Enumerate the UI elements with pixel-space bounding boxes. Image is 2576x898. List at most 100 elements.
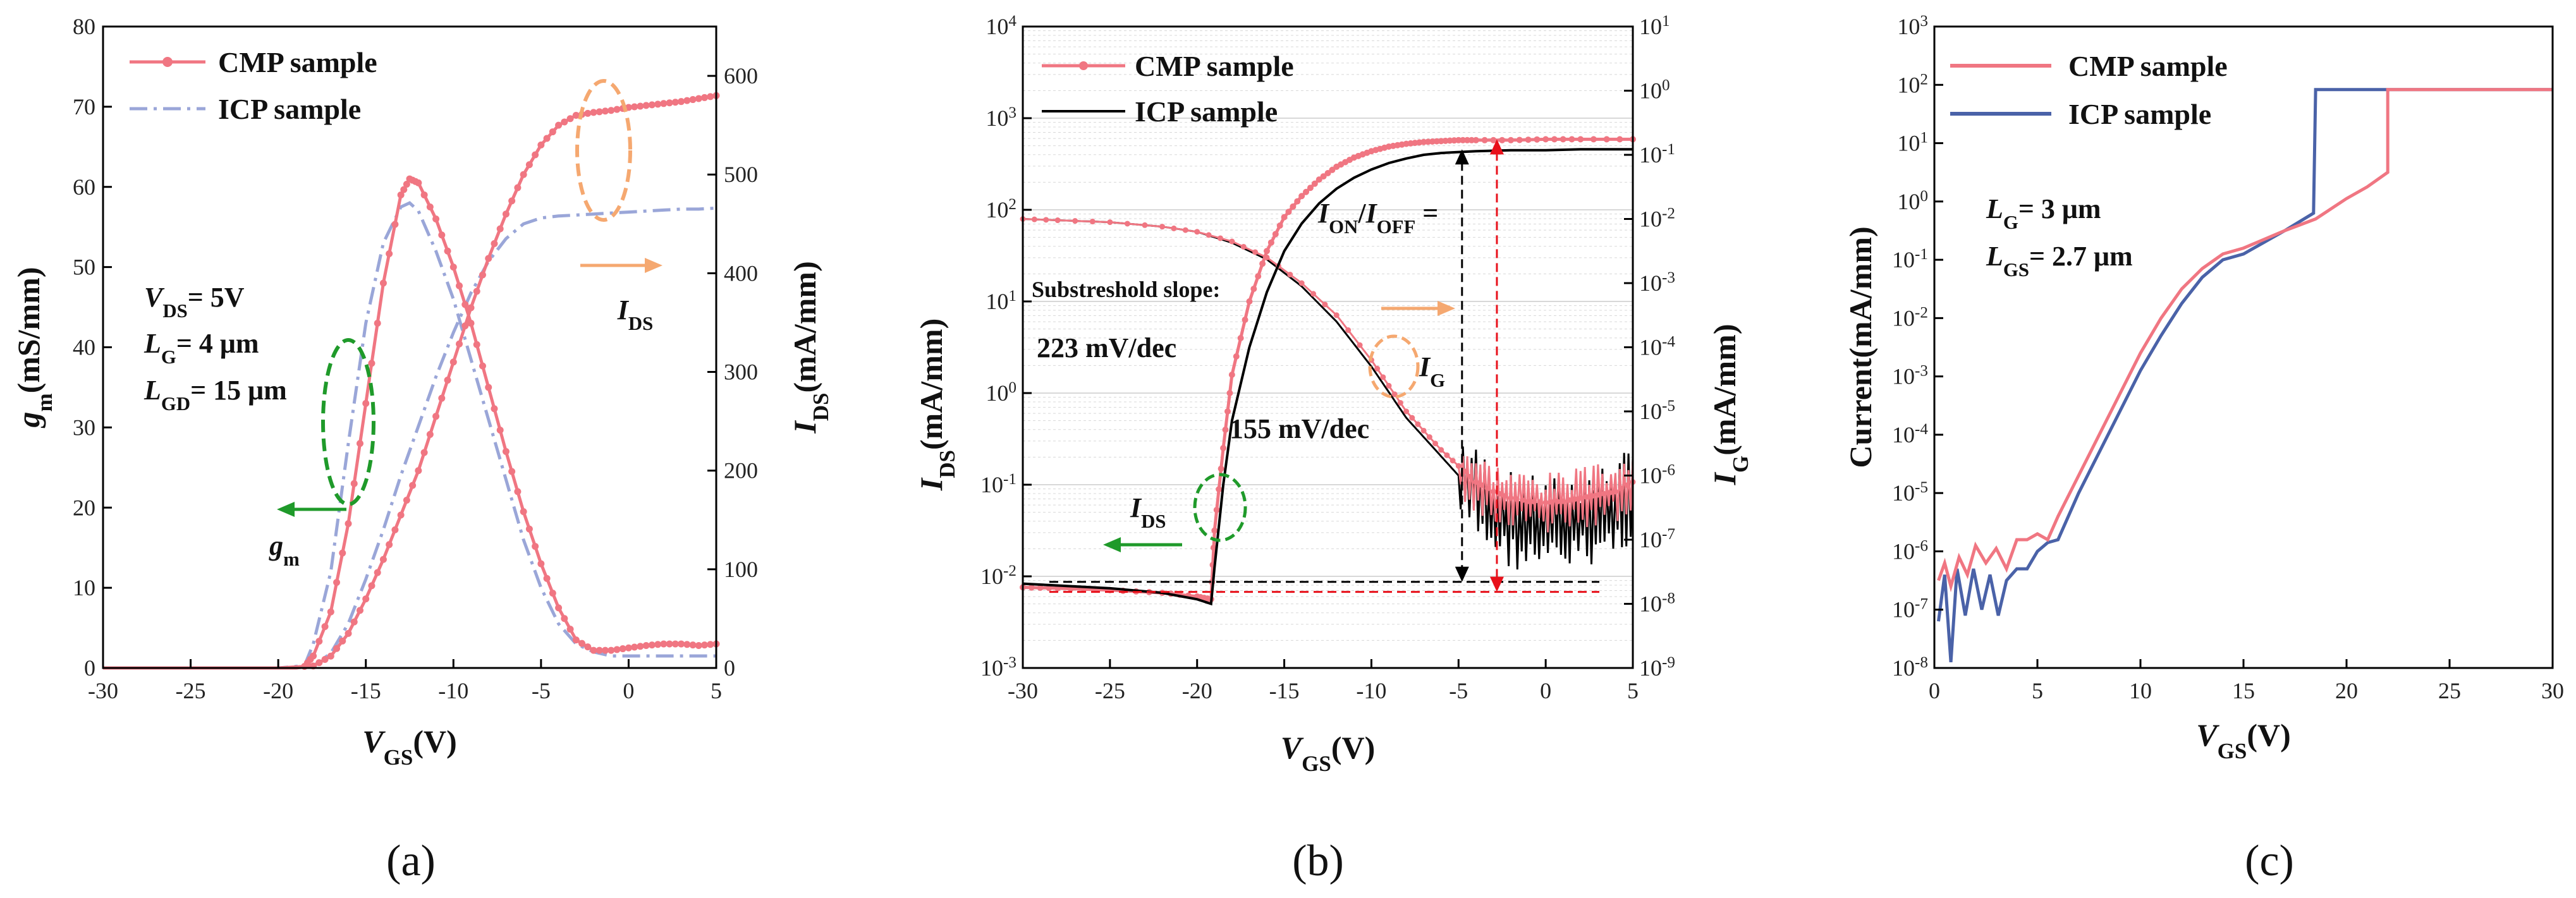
annot-lgd: LGD= 15 μm bbox=[143, 375, 287, 415]
y-tick-label: 60 bbox=[73, 174, 95, 200]
y2-tick-label: 600 bbox=[724, 63, 758, 88]
cmp-gm-point bbox=[514, 488, 522, 495]
cmp-ids-point bbox=[1525, 137, 1532, 143]
y-tick-label: 10 bbox=[73, 575, 95, 600]
ratio-tail: = bbox=[1415, 198, 1438, 229]
y-tick-label: 0 bbox=[84, 655, 95, 681]
cmp-ids-point bbox=[1508, 137, 1514, 143]
y2-tick-label: 300 bbox=[724, 360, 758, 385]
cmp-ig-point bbox=[1525, 498, 1532, 504]
y-tick-label-base: 10 bbox=[1892, 422, 1915, 447]
y-axis-label: IDS(mA/mm) bbox=[913, 319, 960, 491]
cmp-ids-point bbox=[537, 141, 545, 149]
x-axis-label-sub: GS bbox=[2218, 739, 2247, 763]
y-tick-label-base: 10 bbox=[986, 14, 1008, 39]
x-tick-label: 25 bbox=[2438, 678, 2461, 703]
cmp-ids-point bbox=[1307, 185, 1314, 191]
cmp-ids-point bbox=[1046, 585, 1053, 592]
cmp-gm-point bbox=[642, 641, 650, 649]
cmp-ids-point bbox=[368, 582, 375, 590]
cmp-ids-point bbox=[409, 482, 417, 489]
cmp-ids-point bbox=[496, 225, 504, 233]
panel-c: 0 5 10 15 20 25 3010-810-710-610-510-410-310-2… bbox=[1843, 13, 2564, 886]
y-tick-label-exp: -4 bbox=[1915, 420, 1928, 437]
cmp-ids-point bbox=[1222, 427, 1229, 433]
y2-tick-label: 10-7 bbox=[1639, 526, 1675, 553]
cmp-ids-point bbox=[549, 128, 556, 136]
x-tick-label: -5 bbox=[1449, 678, 1468, 703]
y2-tick-label: 200 bbox=[724, 458, 758, 483]
y2-tick-label: 100 bbox=[1639, 76, 1670, 104]
ids-ellipse bbox=[575, 79, 632, 222]
annot-ss-icp: 223 mV/dec bbox=[1037, 332, 1176, 363]
x-axis-label-sub: GS bbox=[384, 745, 413, 770]
cmp-gm-point bbox=[590, 646, 597, 654]
cmp-gm-point bbox=[654, 641, 662, 648]
cmp-gm-point bbox=[613, 646, 621, 653]
cmp-ig-point bbox=[1572, 496, 1578, 502]
cmp-ids-point bbox=[420, 449, 428, 456]
y2-tick-label-base: 10 bbox=[1639, 592, 1662, 617]
cmp-ids-point bbox=[648, 101, 656, 109]
cmp-gm-point bbox=[356, 440, 363, 447]
cmp-ig-point bbox=[1548, 499, 1554, 505]
y-tick-label-base: 10 bbox=[980, 564, 1003, 589]
cmp-ids-point bbox=[671, 99, 679, 106]
y-tick-label-exp: 3 bbox=[1008, 104, 1016, 121]
cmp-gm-point bbox=[420, 191, 428, 198]
cmp-gm-point bbox=[339, 549, 346, 557]
y-tick-label: 102 bbox=[986, 196, 1016, 223]
ig-arrowhead-icon bbox=[1438, 301, 1455, 316]
cmp-gm-point bbox=[444, 247, 451, 255]
ids-label-main: I bbox=[1130, 492, 1142, 523]
ig-ellipse bbox=[1368, 334, 1420, 399]
cmp-line bbox=[1937, 88, 2553, 593]
cmp-ids-point bbox=[590, 109, 597, 116]
ratio-asub: ON bbox=[1329, 216, 1358, 238]
annot-lg-sub: G bbox=[2003, 212, 2018, 233]
cmp-ig-point bbox=[1031, 216, 1037, 222]
cmp-ids-point bbox=[1603, 136, 1610, 143]
cmp-ids-point bbox=[356, 607, 363, 614]
cmp-ids-point bbox=[660, 100, 668, 107]
cmp-ids-point bbox=[1216, 486, 1223, 493]
x-tick-label: -10 bbox=[1356, 678, 1386, 703]
cmp-ids-point bbox=[502, 210, 510, 218]
cmp-ids-point bbox=[1551, 136, 1558, 143]
cmp-ig-point bbox=[1624, 482, 1630, 488]
y2-tick-label-exp: -7 bbox=[1662, 526, 1675, 543]
x-tick-label: -25 bbox=[176, 678, 206, 703]
cmp-ids-point bbox=[1218, 465, 1224, 472]
cmp-gm-point bbox=[689, 641, 697, 649]
y-tick-label-base: 10 bbox=[980, 472, 1003, 497]
y2-tick-label: 500 bbox=[724, 162, 758, 187]
icp-ids-line bbox=[1022, 148, 1633, 606]
icp-line bbox=[1937, 88, 2553, 662]
x-axis-label-tail: (V) bbox=[1331, 730, 1375, 765]
y-tick-label-exp: -6 bbox=[1915, 537, 1928, 554]
y2-tick-label-exp: 1 bbox=[1662, 13, 1670, 30]
cmp-ids-point bbox=[1329, 166, 1336, 173]
cmp-ids-point bbox=[1037, 585, 1044, 592]
cmp-ig-point bbox=[1054, 217, 1061, 224]
y2-tick-label-base: 10 bbox=[1639, 142, 1662, 167]
y-tick-label: 10-7 bbox=[1892, 595, 1928, 622]
cmp-ids-point bbox=[333, 645, 341, 652]
y-tick-label-base: 10 bbox=[1892, 597, 1915, 622]
y2-tick-label-base: 10 bbox=[1639, 399, 1662, 424]
cmp-ids-point bbox=[572, 112, 580, 119]
y-tick-label-exp: 2 bbox=[1920, 71, 1928, 88]
y2-tick-label-base: 10 bbox=[1639, 527, 1662, 552]
cmp-ids-point bbox=[1542, 136, 1549, 143]
y2-axis-label: IDS(mA/mm) bbox=[787, 261, 833, 434]
cmp-ids-point bbox=[1616, 136, 1623, 143]
y-tick-label: 102 bbox=[1897, 71, 1928, 98]
ratio-bsub: OFF bbox=[1377, 216, 1416, 238]
cmp-ig-point bbox=[1508, 495, 1514, 501]
cmp-ids-point bbox=[426, 430, 434, 438]
cmp-ig-point bbox=[1519, 497, 1525, 503]
cmp-ids-point bbox=[485, 255, 492, 262]
cmp-gm-point bbox=[671, 640, 679, 648]
cmp-gm-point bbox=[543, 574, 551, 582]
y-tick-label-base: 10 bbox=[1897, 131, 1920, 156]
